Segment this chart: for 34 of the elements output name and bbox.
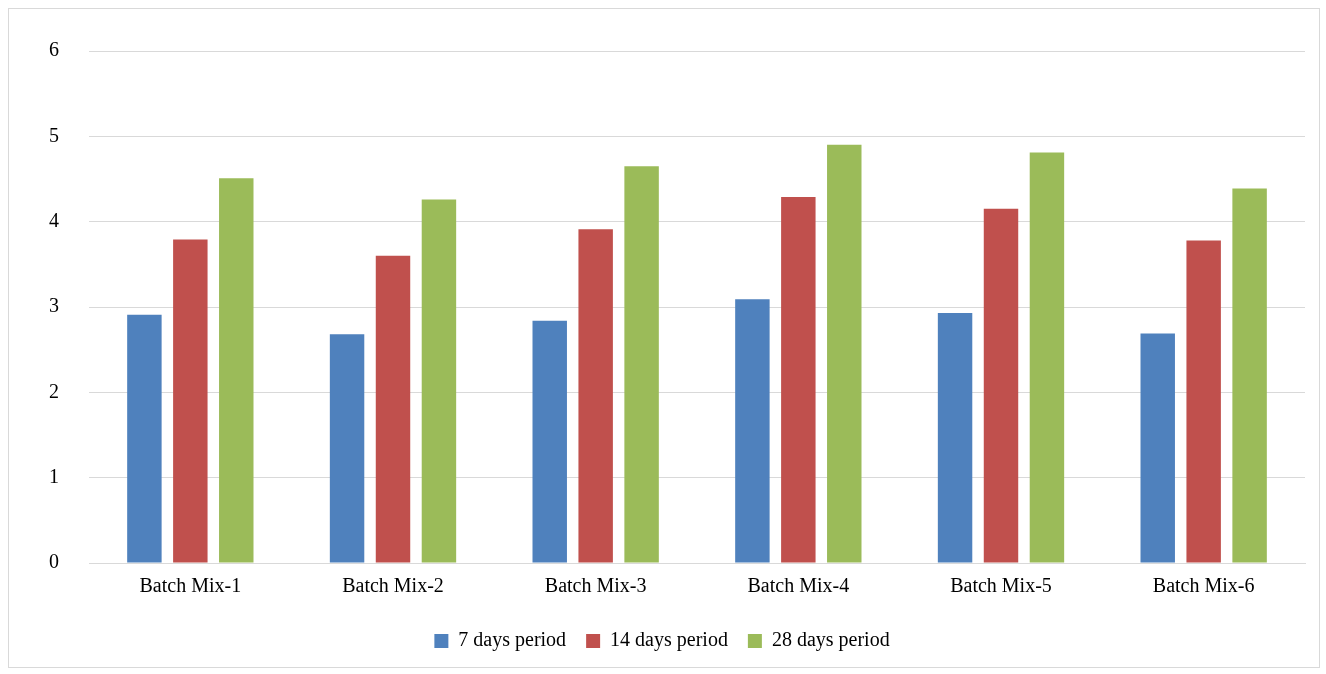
bar xyxy=(624,166,659,563)
bar xyxy=(827,144,862,563)
x-tick-label: Batch Mix-1 xyxy=(139,574,242,597)
y-tick-label: 5 xyxy=(49,123,59,146)
y-tick-label: 3 xyxy=(49,294,59,317)
legend-label: 28 days period xyxy=(771,628,890,652)
bar xyxy=(1232,188,1267,563)
bar xyxy=(375,255,411,563)
bar xyxy=(1029,152,1065,563)
y-tick-label: 2 xyxy=(49,379,59,402)
bar xyxy=(1186,240,1221,563)
x-tick-label: Batch Mix-4 xyxy=(747,574,850,597)
x-tick-label: Batch Mix-3 xyxy=(544,574,647,597)
bar xyxy=(983,208,1019,563)
bar xyxy=(329,334,365,563)
y-tick-label: 0 xyxy=(49,550,59,573)
bar xyxy=(735,299,770,563)
bar xyxy=(173,239,208,563)
y-tick-label: 4 xyxy=(49,208,59,231)
bar xyxy=(781,196,816,563)
bar xyxy=(532,320,567,563)
x-tick-label: Batch Mix-2 xyxy=(342,574,444,597)
y-tick-label: 6 xyxy=(49,38,59,61)
bar xyxy=(127,314,162,563)
bar xyxy=(937,312,973,563)
x-tick-label: Batch Mix-6 xyxy=(1152,574,1255,597)
x-tick-label: Batch Mix-5 xyxy=(950,574,1052,597)
bar xyxy=(219,178,254,563)
bar xyxy=(1140,333,1175,563)
legend-label: 14 days period xyxy=(610,628,728,652)
bar xyxy=(578,229,613,563)
bar xyxy=(421,199,457,563)
y-tick-label: 1 xyxy=(49,464,59,487)
legend-label: 7 days period xyxy=(458,628,567,652)
